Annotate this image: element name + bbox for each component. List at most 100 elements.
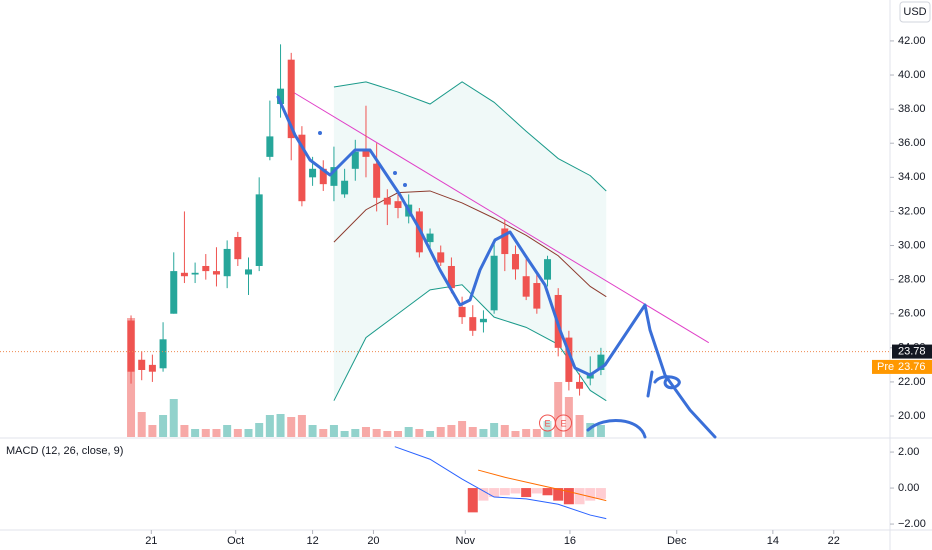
- candle-body: [148, 364, 156, 372]
- dot: [393, 171, 397, 175]
- candle-body: [447, 265, 455, 289]
- y-tick-label: 2.00: [898, 446, 919, 458]
- volume-bar: [148, 425, 157, 437]
- volume-bar: [287, 417, 296, 437]
- candle-body: [522, 276, 530, 297]
- candle-body: [479, 318, 487, 323]
- volume-bar: [468, 427, 477, 437]
- candle-body: [319, 168, 327, 185]
- volume-bar: [201, 429, 210, 437]
- volume-bar: [522, 429, 531, 437]
- volume-bar: [490, 423, 499, 437]
- candle-body: [298, 134, 306, 202]
- x-tick-label: 14: [767, 535, 779, 547]
- volume-bar: [447, 425, 456, 437]
- volume-bar: [479, 429, 488, 437]
- currency: USD: [903, 6, 926, 18]
- band-basis: [333, 190, 607, 298]
- volume-bar: [276, 414, 285, 437]
- volume-bar: [532, 429, 541, 437]
- volume-bar: [159, 415, 168, 437]
- premarket-name: Pre: [877, 361, 894, 373]
- candle-body: [138, 359, 146, 370]
- y-tick-label: 22.00: [898, 376, 926, 388]
- candle-body: [212, 271, 220, 275]
- volume-bar: [191, 429, 200, 437]
- x-tick-label: 16: [564, 535, 576, 547]
- x-tick-label: 22: [828, 535, 840, 547]
- volume-bar: [169, 399, 178, 437]
- candle-body: [490, 255, 498, 311]
- candle-body: [277, 88, 285, 105]
- candle-body: [159, 339, 167, 369]
- volume-bar: [596, 425, 605, 437]
- macd-histogram-bar: [574, 488, 585, 505]
- candle-body: [170, 271, 178, 314]
- macd-histogram-bar: [467, 488, 478, 513]
- candle-body: [223, 248, 231, 277]
- drawn-squiggle: [646, 370, 681, 398]
- macd-histogram-bar: [595, 488, 606, 499]
- candle-body: [309, 168, 317, 178]
- y-tick-label: 28.00: [898, 274, 926, 286]
- premarket-value: 23.76: [898, 361, 926, 373]
- y-tick-label: 40.00: [898, 69, 926, 81]
- candle-body: [266, 136, 274, 157]
- macd-line: [477, 469, 607, 502]
- candle-body: [234, 236, 242, 260]
- candle-body: [255, 194, 263, 266]
- x-tick-label: 20: [367, 535, 379, 547]
- volume-bar: [500, 425, 509, 437]
- volume-bar: [223, 425, 232, 437]
- earnings-label: E: [545, 418, 551, 428]
- macd-histogram-bar: [478, 488, 489, 501]
- candle-body: [469, 317, 477, 331]
- volume-bar: [137, 412, 146, 437]
- volume-bar: [244, 429, 253, 437]
- volume-bar: [436, 427, 445, 437]
- y-tick-label: 30.00: [898, 239, 926, 251]
- y-tick-label: 32.00: [898, 205, 926, 217]
- earnings-marker: [555, 414, 573, 432]
- premarket-tag: [872, 359, 932, 374]
- volume-bar: [511, 431, 520, 437]
- trendline: [289, 89, 710, 344]
- band-upper: [333, 81, 607, 192]
- candle-body: [437, 252, 445, 263]
- drawn-arc: [586, 418, 647, 439]
- volume-bar: [255, 423, 264, 437]
- candle-body: [565, 337, 573, 382]
- candle-body: [373, 163, 381, 198]
- x-tick-label: Nov: [456, 535, 476, 547]
- candle-body: [127, 320, 135, 372]
- volume-bar: [458, 421, 467, 437]
- x-tick-label: 21: [145, 535, 157, 547]
- x-tick-label: Dec: [667, 535, 687, 547]
- macd-histogram-bar: [521, 488, 532, 498]
- dot: [318, 131, 322, 135]
- volume-bar: [361, 427, 370, 437]
- macd-title: MACD (12, 26, close, 9): [6, 445, 123, 457]
- volume-bar: [351, 429, 360, 437]
- macd-histogram-bar: [499, 488, 510, 496]
- volume-bar: [340, 431, 349, 437]
- y-tick-label: 26.00: [898, 308, 926, 320]
- volume-bar: [180, 425, 189, 437]
- dot: [403, 183, 407, 187]
- candle-body: [287, 59, 295, 139]
- current-price-tag: [892, 344, 932, 359]
- macd-line: [394, 446, 607, 520]
- candle-body: [458, 306, 466, 318]
- candle-body: [576, 381, 584, 389]
- macd-histogram-bar: [531, 488, 542, 494]
- macd-histogram-bar: [553, 488, 564, 501]
- candle-body: [597, 354, 605, 370]
- currency-box[interactable]: [899, 1, 931, 23]
- y-tick-label: 36.00: [898, 137, 926, 149]
- candle-body: [501, 228, 509, 255]
- macd-histogram-bar: [585, 488, 596, 501]
- y-tick-label: 38.00: [898, 103, 926, 115]
- y-tick-label: 42.00: [898, 35, 926, 47]
- volume-bar: [372, 429, 381, 437]
